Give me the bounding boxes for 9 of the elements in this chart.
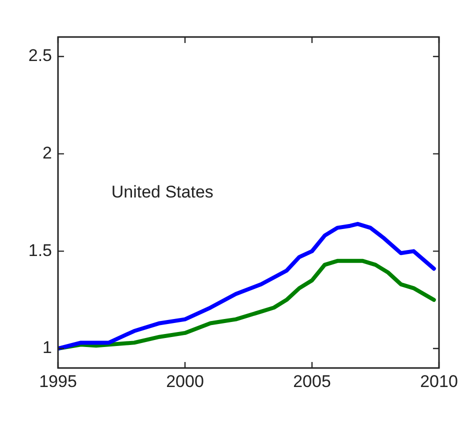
y-tick-label: 1 [42, 338, 52, 358]
y-tick-label: 1.5 [28, 240, 52, 260]
annotation: United States [111, 182, 214, 202]
y-tick-label: 2.5 [28, 46, 52, 66]
x-tick-label: 2000 [166, 372, 204, 391]
x-tick-label: 1995 [39, 372, 77, 391]
x-tick-label: 2005 [293, 372, 331, 391]
x-tick-label: 2010 [420, 372, 458, 391]
y-tick-label: 2 [42, 144, 52, 163]
